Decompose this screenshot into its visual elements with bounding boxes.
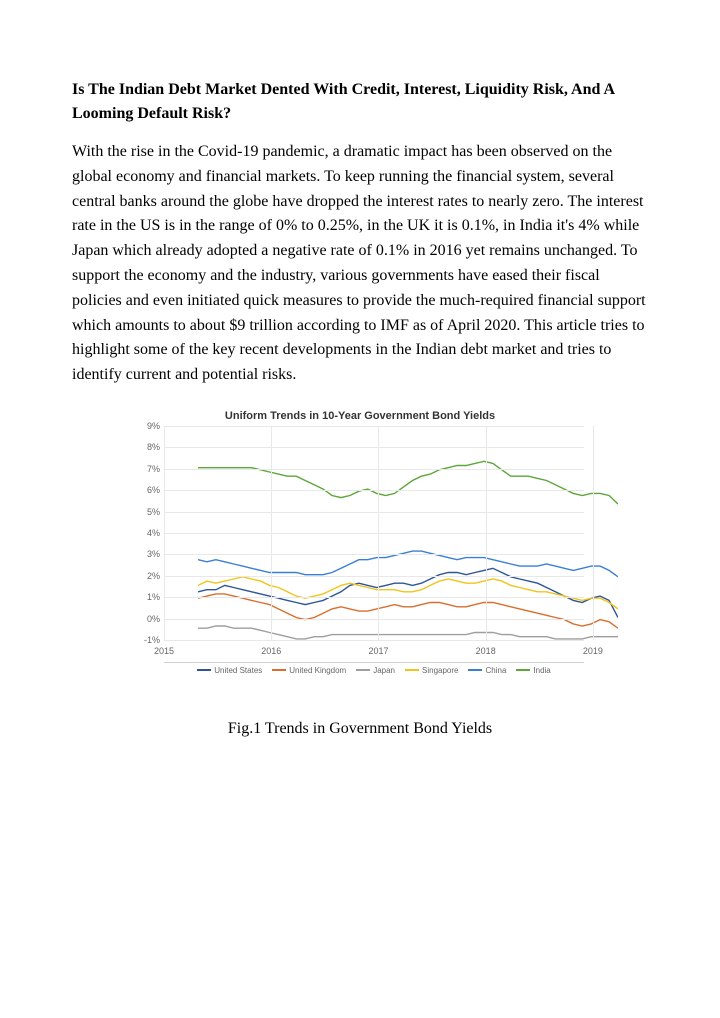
chart-gridline <box>164 447 584 448</box>
series-line <box>198 626 618 639</box>
chart-gridline <box>593 426 594 640</box>
chart-gridline <box>164 533 584 534</box>
chart-gridline <box>164 469 584 470</box>
legend-swatch <box>197 669 211 671</box>
chart-x-tick: 2016 <box>251 646 291 656</box>
chart-x-tick: 2015 <box>144 646 184 656</box>
legend-label: United Kingdom <box>289 666 346 675</box>
chart-gridline <box>164 554 584 555</box>
legend-swatch <box>468 669 482 671</box>
legend-swatch <box>356 669 370 671</box>
chart-gridline <box>271 426 272 640</box>
legend-label: Japan <box>373 666 395 675</box>
chart-gridline <box>164 576 584 577</box>
chart-title: Uniform Trends in 10-Year Government Bon… <box>130 410 590 422</box>
legend-item: United Kingdom <box>272 666 346 675</box>
chart-y-tick: 4% <box>140 528 160 538</box>
chart-gridline <box>164 619 584 620</box>
chart-gridline <box>164 597 584 598</box>
chart-gridline <box>164 426 584 427</box>
chart-gridline <box>378 426 379 640</box>
chart-gridline <box>164 512 584 513</box>
legend-label: China <box>485 666 506 675</box>
legend-item: Japan <box>356 666 395 675</box>
series-line <box>198 461 618 504</box>
chart-y-tick: 0% <box>140 614 160 624</box>
legend-item: India <box>516 666 550 675</box>
chart-gridline <box>164 640 584 641</box>
legend-swatch <box>405 669 419 671</box>
legend-item: Singapore <box>405 666 458 675</box>
chart-y-tick: 7% <box>140 464 160 474</box>
chart-y-tick: 3% <box>140 549 160 559</box>
chart-gridline <box>486 426 487 640</box>
chart-y-tick: 2% <box>140 571 160 581</box>
legend-item: United States <box>197 666 262 675</box>
chart-y-tick: -1% <box>140 635 160 645</box>
legend-swatch <box>516 669 530 671</box>
chart-legend: United States United Kingdom Japan Singapor… <box>164 662 584 675</box>
chart-gridline <box>164 490 584 491</box>
series-line <box>198 577 618 609</box>
chart-x-tick: 2019 <box>573 646 613 656</box>
legend-label: India <box>533 666 550 675</box>
page-title: Is The Indian Debt Market Dented With Cr… <box>72 78 648 126</box>
chart-x-tick: 2017 <box>358 646 398 656</box>
chart-y-tick: 9% <box>140 421 160 431</box>
legend-label: United States <box>214 666 262 675</box>
legend-label: Singapore <box>422 666 458 675</box>
figure-caption: Fig.1 Trends in Government Bond Yields <box>228 720 492 738</box>
legend-item: China <box>468 666 506 675</box>
chart-gridline <box>164 426 165 640</box>
chart-x-tick: 2018 <box>466 646 506 656</box>
bond-yield-chart: Uniform Trends in 10-Year Government Bon… <box>130 410 590 680</box>
chart-y-tick: 8% <box>140 442 160 452</box>
legend-swatch <box>272 669 286 671</box>
chart-y-tick: 1% <box>140 592 160 602</box>
chart-y-tick: 6% <box>140 485 160 495</box>
body-paragraph: With the rise in the Covid-19 pandemic, … <box>72 140 648 388</box>
chart-y-tick: 5% <box>140 507 160 517</box>
series-line <box>198 594 618 628</box>
